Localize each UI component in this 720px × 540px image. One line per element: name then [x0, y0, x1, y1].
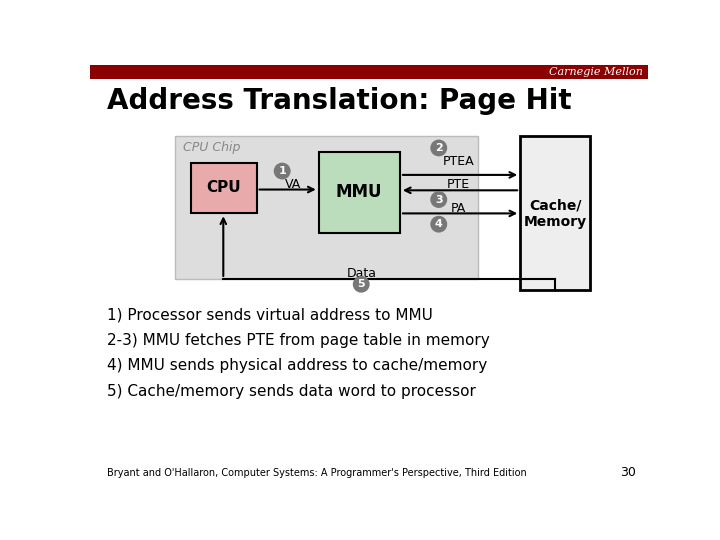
Text: CPU: CPU — [206, 180, 240, 195]
Bar — [191, 164, 256, 213]
Circle shape — [274, 164, 290, 179]
Circle shape — [354, 276, 369, 292]
Bar — [175, 137, 477, 279]
Circle shape — [431, 140, 446, 156]
Bar — [90, 65, 648, 79]
Circle shape — [431, 192, 446, 207]
Circle shape — [431, 217, 446, 232]
Text: 1: 1 — [279, 166, 286, 176]
Text: VA: VA — [285, 178, 301, 191]
Text: 5) Cache/memory sends data word to processor: 5) Cache/memory sends data word to proce… — [107, 384, 476, 399]
Text: 30: 30 — [620, 467, 636, 480]
Text: Carnegie Mellon: Carnegie Mellon — [549, 67, 644, 77]
Text: Cache/
Memory: Cache/ Memory — [523, 198, 587, 228]
Text: PA: PA — [451, 201, 466, 214]
Text: Data: Data — [346, 267, 377, 280]
Text: 5: 5 — [357, 279, 365, 289]
Bar — [520, 137, 590, 291]
Text: 1) Processor sends virtual address to MMU: 1) Processor sends virtual address to MM… — [107, 308, 433, 322]
Text: CPU Chip: CPU Chip — [183, 141, 240, 154]
Text: 3: 3 — [435, 194, 443, 205]
Bar — [319, 152, 400, 233]
Text: 2: 2 — [435, 143, 443, 153]
Text: 2-3) MMU fetches PTE from page table in memory: 2-3) MMU fetches PTE from page table in … — [107, 333, 490, 348]
Text: MMU: MMU — [336, 183, 382, 201]
Text: PTEA: PTEA — [442, 154, 474, 167]
Text: 4) MMU sends physical address to cache/memory: 4) MMU sends physical address to cache/m… — [107, 359, 487, 373]
Text: Address Translation: Page Hit: Address Translation: Page Hit — [107, 87, 572, 115]
Text: Bryant and O'Hallaron, Computer Systems: A Programmer's Perspective, Third Editi: Bryant and O'Hallaron, Computer Systems:… — [107, 468, 527, 478]
Text: PTE: PTE — [446, 178, 469, 191]
Text: 4: 4 — [435, 219, 443, 229]
